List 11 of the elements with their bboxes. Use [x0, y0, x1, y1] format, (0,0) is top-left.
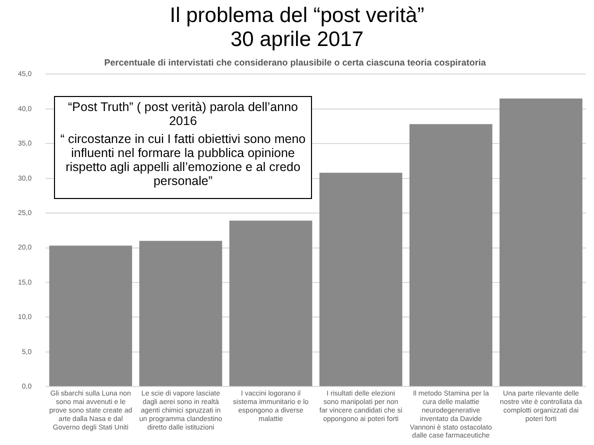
text: 30 aprile 2017	[229, 28, 365, 52]
chart-subtitle: Percentuale di intervistati che considerano plausibile o certa ciascuna teoria cospiratoria	[104, 57, 487, 68]
chart-title: Il problema del “post verità”	[168, 4, 426, 28]
bar	[500, 98, 582, 386]
bar	[409, 124, 492, 386]
annotation: “Post Truth” ( post verità) parola dell’anno 2016	[67, 100, 299, 128]
annotation: “ circostanze in cui I fatti obiettivi sono meno influenti nel formare la pubblica opinione rispetto agli appelli all’emozione e al credo personale”	[59, 132, 307, 188]
bar	[229, 220, 312, 386]
bar	[319, 172, 402, 386]
bar	[139, 240, 222, 386]
bar	[49, 246, 132, 386]
